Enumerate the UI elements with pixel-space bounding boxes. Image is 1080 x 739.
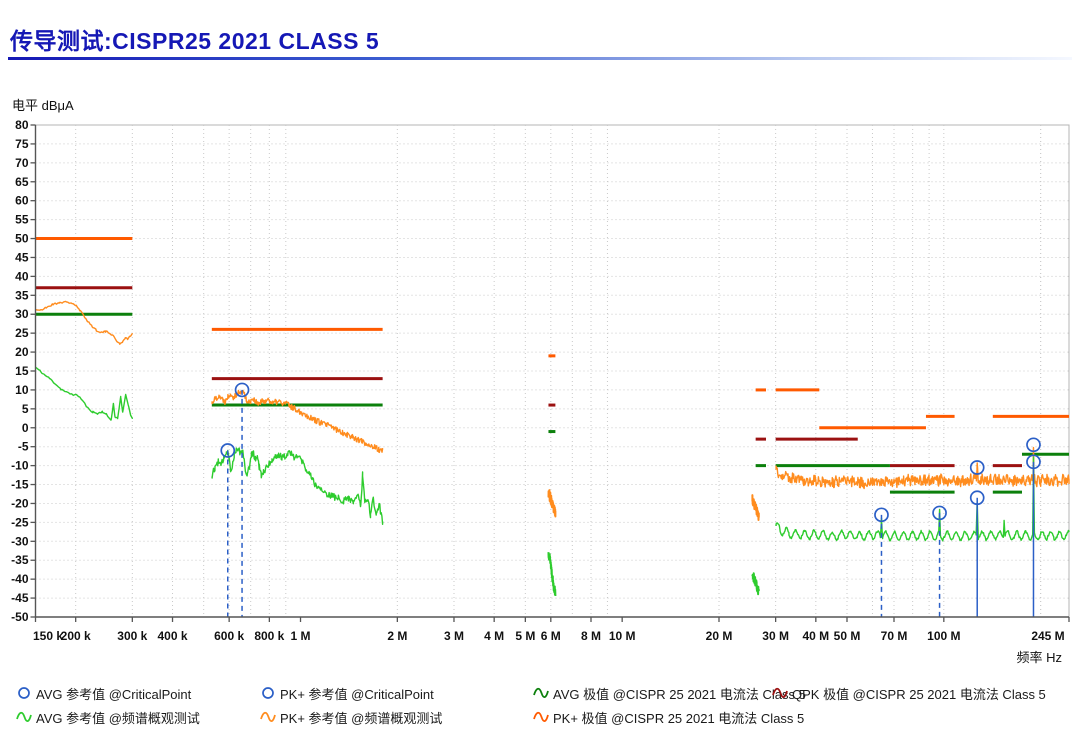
- y-axis-title: 电平 dBμA: [12, 98, 74, 113]
- y-tick-label: -40: [11, 572, 29, 586]
- legend-label: PK+ 极值 @CISPR 25 2021 电流法 Class 5: [553, 710, 805, 726]
- measurement-trace: [35, 366, 134, 421]
- x-tick-label: 150 k: [33, 629, 63, 643]
- wave-trace-icon: [16, 711, 32, 722]
- y-tick-label: 10: [15, 383, 29, 397]
- x-tick-label: 20 M: [706, 629, 733, 643]
- page-title: 传导测试:CISPR25 2021 CLASS 5: [10, 28, 380, 54]
- y-tick-label: 35: [15, 288, 29, 302]
- title-underline: [8, 57, 1072, 60]
- measurement-trace: [547, 489, 557, 518]
- legend-label: QPK 极值 @CISPR 25 2021 电流法 Class 5: [792, 686, 1046, 702]
- x-tick-label: 600 k: [214, 629, 244, 643]
- critical-point-marker: [874, 507, 889, 523]
- y-tick-label: -25: [11, 515, 29, 529]
- y-tick-label: -35: [11, 553, 29, 567]
- y-tick-label: 25: [15, 326, 29, 340]
- measurement-trace: [211, 447, 384, 525]
- x-tick-label: 800 k: [254, 629, 284, 643]
- x-tick-label: 2 M: [387, 629, 407, 643]
- critical-point-marker: [1026, 437, 1041, 453]
- legend-item: PK+ 参考值 @频谱概观测试: [260, 707, 442, 727]
- x-tick-label: 8 M: [581, 629, 601, 643]
- critical-point-marker: [1026, 454, 1041, 470]
- y-tick-label: 20: [15, 345, 29, 359]
- critical-point-marker: [932, 505, 947, 521]
- x-tick-label: 3 M: [444, 629, 464, 643]
- y-tick-label: -50: [11, 610, 29, 624]
- x-tick-label: 6 M: [541, 629, 561, 643]
- circle-marker-icon: [18, 687, 30, 699]
- x-tick-label: 4 M: [484, 629, 504, 643]
- y-tick-label: 15: [15, 364, 29, 378]
- measurement-trace: [775, 446, 1070, 490]
- wave-trace-icon: [533, 711, 549, 722]
- legend-item: PK+ 参考值 @CriticalPoint: [260, 683, 434, 703]
- legend-item: PK+ 极值 @CISPR 25 2021 电流法 Class 5: [533, 707, 804, 727]
- wave-trace-icon: [772, 687, 788, 698]
- chart-legend: AVG 参考值 @CriticalPoint PK+ 参考值 @CriticalP…: [0, 681, 1080, 733]
- x-tick-label: 400 k: [157, 629, 187, 643]
- y-tick-label: -30: [11, 534, 29, 548]
- x-tick-label: 70 M: [881, 629, 908, 643]
- x-tick-label: 245 M: [1031, 629, 1064, 643]
- measurement-trace: [35, 300, 134, 345]
- legend-item: AVG 参考值 @CriticalPoint: [16, 683, 191, 703]
- critical-point-marker: [969, 460, 985, 475]
- x-tick-label: 100 M: [927, 629, 960, 643]
- legend-label: AVG 参考值 @CriticalPoint: [36, 686, 192, 702]
- y-tick-label: 80: [15, 118, 29, 132]
- y-tick-label: -10: [11, 459, 29, 473]
- x-tick-label: 200 k: [61, 629, 91, 643]
- y-tick-label: 60: [15, 194, 29, 208]
- y-tick-label: 40: [15, 269, 29, 283]
- y-tick-label: 65: [15, 175, 29, 189]
- y-tick-label: -20: [11, 496, 29, 510]
- y-tick-label: 55: [15, 213, 29, 227]
- legend-label: AVG 参考值 @频谱概观测试: [36, 710, 200, 726]
- critical-point-marker: [969, 490, 985, 506]
- y-tick-label: -45: [11, 591, 29, 605]
- x-tick-label: 30 M: [762, 629, 789, 643]
- measurement-trace: [751, 494, 760, 521]
- wave-trace-icon: [533, 687, 549, 698]
- emc-emissions-chart: -50-45-40-35-30-25-20-15-10-505101520253…: [11, 118, 1070, 643]
- x-axis-title: 频率 Hz: [1016, 650, 1062, 665]
- y-tick-label: 30: [15, 307, 29, 321]
- y-tick-label: 50: [15, 232, 29, 246]
- wave-trace-icon: [260, 711, 276, 722]
- legend-label: PK+ 参考值 @CriticalPoint: [280, 686, 434, 702]
- y-tick-label: -15: [11, 478, 29, 492]
- x-tick-label: 40 M: [802, 629, 829, 643]
- y-tick-label: 45: [15, 250, 29, 264]
- y-tick-label: 5: [22, 402, 29, 416]
- x-tick-label: 5 M: [515, 629, 535, 643]
- measurement-trace: [775, 456, 1070, 542]
- x-tick-label: 10 M: [609, 629, 636, 643]
- x-tick-label: 50 M: [834, 629, 861, 643]
- y-tick-label: 75: [15, 137, 29, 151]
- measurement-trace: [547, 552, 557, 597]
- circle-marker-icon: [262, 687, 274, 699]
- legend-item: AVG 极值 @CISPR 25 2021 电流法 Class 5: [533, 683, 806, 703]
- critical-point-marker: [234, 382, 250, 398]
- legend-label: PK+ 参考值 @频谱概观测试: [280, 710, 443, 726]
- legend-label: AVG 极值 @CISPR 25 2021 电流法 Class 5: [553, 686, 806, 702]
- x-tick-label: 300 k: [117, 629, 147, 643]
- measurement-trace: [211, 389, 384, 454]
- x-tick-label: 1 M: [291, 629, 311, 643]
- y-tick-label: -5: [18, 440, 29, 454]
- legend-item: AVG 参考值 @频谱概观测试: [16, 707, 200, 727]
- critical-point-marker: [220, 443, 236, 458]
- measurement-trace: [751, 572, 760, 596]
- y-tick-label: 0: [22, 421, 29, 435]
- legend-item: QPK 极值 @CISPR 25 2021 电流法 Class 5: [772, 683, 1046, 703]
- y-tick-label: 70: [15, 156, 29, 170]
